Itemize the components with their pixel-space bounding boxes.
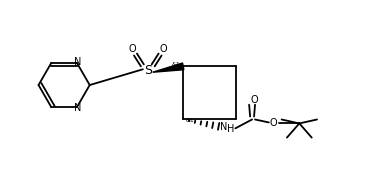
Text: O: O (270, 118, 278, 128)
Text: O: O (128, 44, 136, 54)
Text: &1: &1 (185, 118, 194, 123)
Text: O: O (250, 95, 258, 105)
Text: O: O (160, 44, 167, 54)
Polygon shape (153, 63, 184, 72)
Text: N: N (74, 57, 82, 67)
Text: &1: &1 (172, 62, 180, 67)
Text: N: N (220, 122, 227, 132)
Text: S: S (144, 64, 152, 77)
Text: N: N (74, 103, 82, 113)
Text: H: H (227, 124, 234, 134)
